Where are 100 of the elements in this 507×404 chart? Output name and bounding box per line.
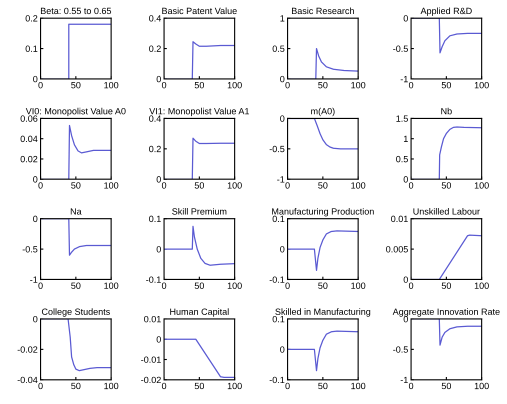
chart-title: VI1: Monopolist Value A1 (149, 108, 250, 116)
x-tick-label: 100 (351, 82, 366, 88)
chart-title: Applied R&D (420, 7, 472, 16)
y-tick-label: 0 (33, 176, 38, 183)
y-tick-label: 0 (280, 246, 284, 252)
y-tick-label: 1 (280, 15, 284, 22)
chart-title: Na (70, 208, 82, 215)
x-tick-label: 100 (228, 282, 242, 289)
y-tick-label: -0.5 (393, 46, 408, 52)
y-tick-label: -0.02 (141, 376, 161, 384)
chart-title: Nb (441, 108, 452, 114)
x-tick-label: 0 (408, 282, 414, 289)
y-tick-label: 0.4 (149, 115, 162, 122)
x-tick-label: 50 (318, 82, 328, 88)
y-tick-label: 0 (404, 276, 408, 283)
y-tick-label: -1 (277, 176, 284, 182)
chart-title: Human Capital (170, 308, 229, 317)
x-tick-label: 0 (162, 82, 166, 88)
chart-title: VI0: Monopolist Value A0 (26, 108, 126, 116)
line-series (288, 330, 358, 372)
x-tick-label: 100 (104, 382, 118, 390)
y-tick-label: 0 (33, 216, 38, 222)
y-tick-label: 0.5 (272, 46, 284, 52)
x-tick-label: 0 (38, 182, 43, 189)
y-tick-label: 0.01 (391, 216, 408, 222)
y-tick-label: 0 (280, 115, 284, 122)
x-tick-label: 0 (38, 82, 43, 88)
x-tick-label: 0 (285, 382, 290, 390)
x-tick-label: 50 (194, 182, 204, 189)
y-tick-label: 0 (280, 76, 284, 82)
x-tick-label: 100 (351, 382, 366, 390)
x-tick-label: 100 (228, 382, 242, 390)
x-tick-label: 0 (285, 282, 290, 289)
x-tick-label: 50 (318, 182, 328, 189)
x-tick-label: 50 (318, 382, 328, 390)
y-tick-label: -0.04 (18, 376, 38, 384)
y-tick-label: 0.1 (26, 46, 38, 52)
y-tick-label: 0 (404, 15, 408, 22)
y-tick-label: 0.5 (396, 156, 408, 162)
x-tick-label: 50 (194, 82, 204, 88)
x-tick-label: 100 (474, 82, 489, 88)
y-tick-label: 0.1 (272, 216, 284, 222)
y-tick-label: 0.01 (144, 316, 161, 322)
x-tick-label: 0 (162, 382, 166, 390)
y-tick-label: 0.1 (272, 316, 284, 322)
x-tick-label: 50 (442, 82, 452, 88)
x-tick-label: 0 (285, 82, 290, 88)
x-tick-label: 100 (228, 182, 242, 189)
x-tick-label: 100 (104, 182, 118, 189)
x-tick-label: 50 (71, 282, 81, 289)
x-tick-label: 100 (104, 82, 118, 88)
y-tick-label: 0.04 (20, 136, 38, 142)
y-tick-label: 0.2 (149, 46, 161, 52)
y-tick-label: -0.1 (270, 376, 284, 384)
y-tick-label: -0.5 (393, 346, 408, 353)
x-tick-label: 0 (162, 182, 166, 189)
y-tick-label: 0.005 (386, 246, 408, 252)
x-tick-label: 0 (408, 82, 414, 88)
y-tick-label: 0 (156, 76, 161, 82)
x-tick-label: 100 (474, 282, 489, 289)
y-tick-label: -1 (400, 376, 408, 384)
y-tick-label: -1 (400, 76, 408, 82)
chart-title: Skill Premium (172, 208, 226, 215)
x-tick-label: 0 (408, 182, 414, 189)
x-tick-label: 50 (442, 282, 452, 289)
y-tick-label: -0.5 (22, 246, 38, 252)
x-tick-label: 100 (351, 282, 366, 289)
chart-title: Manufacturing Production (272, 208, 374, 216)
chart-title: College Students (42, 308, 110, 317)
chart-title: Basic Research (292, 7, 354, 14)
chart-title: Beta: 0.55 to 0.65 (40, 8, 112, 14)
x-tick-label: 50 (318, 282, 328, 289)
y-tick-label: 0.06 (20, 115, 38, 122)
y-tick-label: 0.2 (149, 146, 161, 152)
x-tick-label: 100 (228, 82, 242, 88)
x-tick-label: 50 (71, 182, 81, 189)
y-tick-label: -0.1 (270, 276, 284, 283)
y-tick-label: 0 (156, 176, 161, 183)
x-tick-label: 100 (474, 382, 489, 390)
x-tick-label: 100 (351, 182, 366, 189)
x-tick-label: 50 (71, 82, 81, 88)
y-tick-label: 0 (33, 316, 38, 322)
chart-title: Unskilled Labour (413, 208, 480, 215)
chart-title: Skilled in Manufacturing (275, 308, 370, 317)
x-tick-label: 0 (162, 282, 166, 289)
y-tick-label: -0.02 (18, 346, 38, 353)
y-tick-label: 0 (156, 336, 161, 343)
x-tick-label: 50 (71, 382, 81, 390)
y-tick-label: 1 (404, 136, 408, 142)
y-tick-label: -1 (30, 276, 38, 283)
y-tick-label: -0.01 (141, 356, 161, 363)
y-tick-label: -0.1 (146, 276, 161, 283)
chart-title: Aggregate Innovation Rate (392, 308, 500, 317)
y-tick-label: 0 (280, 346, 284, 353)
y-tick-label: 0 (404, 316, 408, 322)
x-tick-label: 50 (442, 182, 452, 189)
y-tick-label: 0.02 (20, 156, 38, 162)
y-tick-label: 0.4 (149, 15, 162, 22)
x-tick-label: 50 (194, 382, 204, 390)
x-tick-label: 50 (194, 282, 204, 289)
